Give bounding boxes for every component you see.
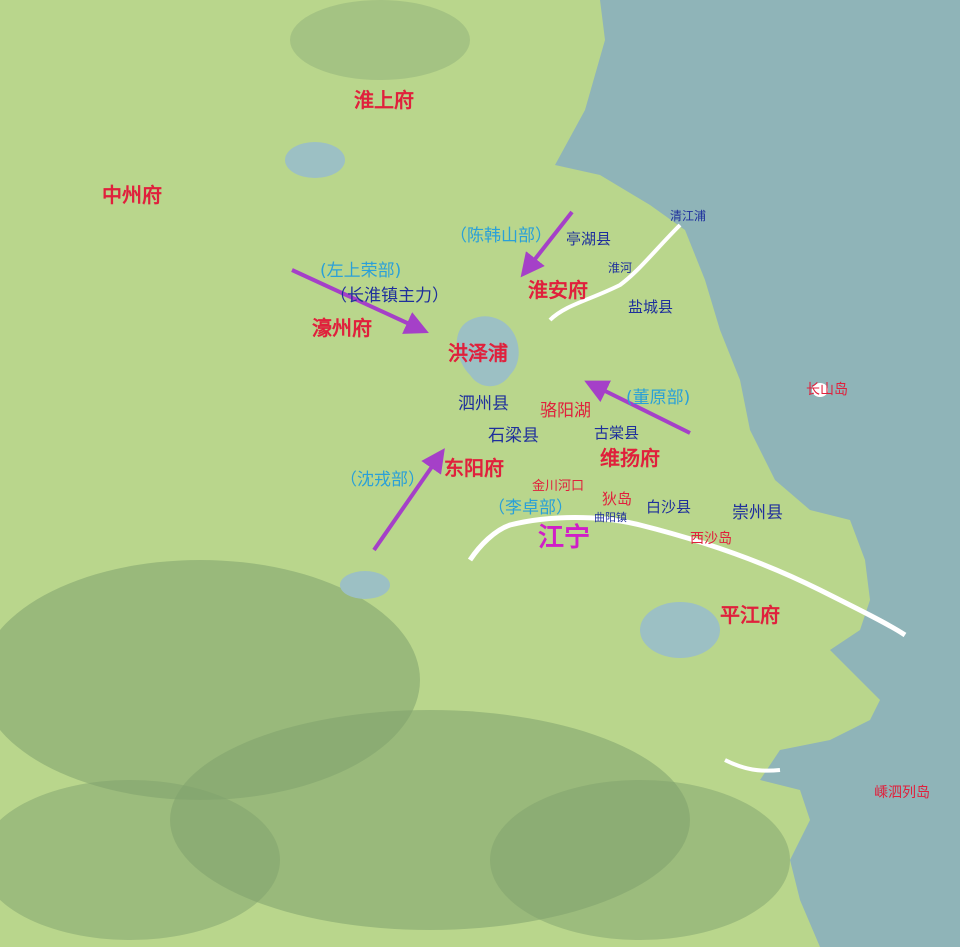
- label-pingjiang: 平江府: [720, 603, 780, 627]
- label-tinghu: 亭湖县: [566, 230, 612, 248]
- arrow-chenhanshan: [520, 210, 574, 278]
- arrow-dongyuan: [584, 380, 691, 435]
- label-zhongzhou: 中州府: [102, 183, 162, 207]
- label-hongzepu: 洪泽浦: [448, 341, 508, 365]
- label-qingjiangpu: 清江浦: [670, 209, 707, 223]
- weishan-lake: [285, 142, 345, 178]
- label-baisha: 白沙县: [646, 498, 692, 516]
- label-huaishang: 淮上府: [354, 88, 414, 112]
- label-unit-dongyuan: (董原部): [626, 388, 691, 408]
- hongze-lake: [456, 316, 519, 387]
- label-unit-chenhanshan: （陈韩山部）: [450, 226, 552, 246]
- label-dongyang: 东阳府: [444, 456, 504, 480]
- arrow-zuoshangrong: [291, 268, 429, 334]
- label-quyang: 曲阳镇: [594, 511, 627, 524]
- arrow-shenrong: [372, 448, 445, 552]
- label-haozhou: 濠州府: [312, 316, 372, 340]
- label-chongzhou: 崇州县: [732, 503, 783, 523]
- label-xisha: 西沙岛: [690, 531, 732, 547]
- tai-lake: [640, 602, 720, 658]
- label-jinchuan: 金川河口: [532, 479, 585, 494]
- label-luoyanghu: 骆阳湖: [540, 401, 591, 421]
- label-gutang: 古棠县: [594, 424, 640, 442]
- label-unit-changhuai: （长淮镇主力）: [330, 286, 449, 306]
- label-changshan: 长山岛: [806, 382, 848, 398]
- changshan-island: [812, 383, 828, 397]
- label-weiyang: 维扬府: [600, 446, 660, 470]
- label-unit-shenrong: （沈戎部）: [340, 470, 425, 490]
- label-digdao: 狄岛: [602, 490, 633, 508]
- label-unit-lizhuo: （李卓部）: [488, 498, 573, 518]
- label-sizhou: 泗州县: [458, 394, 509, 414]
- huai-river: [548, 223, 682, 322]
- label-yancheng: 盐城县: [628, 298, 674, 316]
- label-shiliang: 石梁县: [488, 426, 539, 446]
- label-shengsi: 嵊泗列岛: [874, 785, 930, 801]
- chao-lake: [340, 571, 390, 599]
- label-unit-zuoshangrong: (左上荣部): [320, 261, 402, 281]
- label-huaihe: 淮河: [608, 261, 633, 275]
- label-jiangning: 江宁: [538, 523, 591, 553]
- yangtze-river: [467, 515, 907, 638]
- label-huaian: 淮安府: [528, 278, 588, 302]
